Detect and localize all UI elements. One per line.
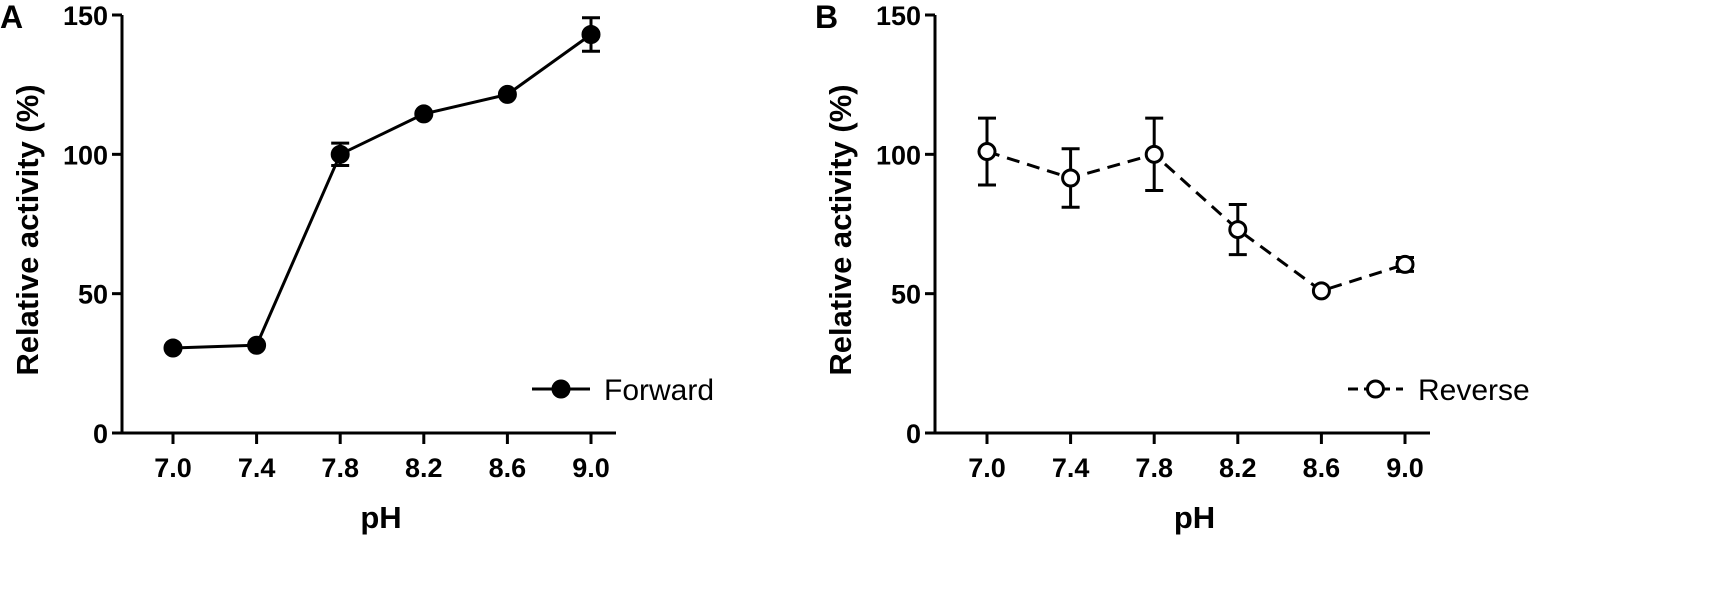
data-point (330, 144, 350, 164)
x-tick-label: 7.0 (968, 453, 1006, 483)
data-point (1144, 144, 1164, 164)
x-axis-title: pH (360, 500, 401, 535)
data-point (247, 335, 267, 355)
data-point (414, 104, 434, 124)
panel-letter: B (815, 0, 838, 35)
data-point (581, 25, 601, 45)
y-axis-title: Relative activity (%) (10, 84, 45, 375)
series-line (172, 33, 592, 350)
x-tick-label: 7.0 (154, 453, 192, 483)
data-point (977, 142, 997, 162)
data-point (497, 84, 517, 104)
y-axis-title: Relative activity (%) (823, 84, 858, 375)
legend-marker (551, 379, 571, 399)
legend-label: Forward (604, 374, 714, 407)
series-line (986, 150, 1406, 293)
x-tick-label: 7.8 (1135, 453, 1173, 483)
y-tick-label: 50 (891, 280, 921, 310)
y-tick-label: 0 (93, 419, 108, 449)
y-tick-label: 150 (63, 1, 108, 31)
x-tick-label: 7.8 (321, 453, 359, 483)
data-point (1395, 254, 1415, 274)
x-axis-title: pH (1174, 500, 1215, 535)
x-tick-label: 7.4 (238, 453, 276, 483)
panel-b: 0 50 100 150 7.0 7.4 7.8 8.2 8.6 9.0 pH Relative ac… (815, 0, 1530, 535)
y-tick-label: 150 (876, 1, 921, 31)
panel-a: 0 50 100 150 7.0 7.4 7.8 8.2 8.6 9.0 pH Relative ac… (0, 0, 714, 535)
panel-letter: A (0, 0, 23, 35)
legend-marker (1366, 379, 1385, 399)
legend-label: Reverse (1418, 374, 1530, 407)
x-tick-label: 8.6 (1303, 453, 1341, 483)
x-tick-label: 8.6 (489, 453, 527, 483)
data-point (1311, 281, 1331, 301)
y-tick-label: 100 (63, 140, 108, 170)
x-tick-label: 8.2 (1219, 453, 1257, 483)
data-point (1228, 220, 1248, 240)
data-point (1061, 168, 1081, 188)
x-tick-label: 8.2 (405, 453, 443, 483)
y-tick-label: 50 (78, 280, 108, 310)
x-tick-label: 9.0 (1386, 453, 1424, 483)
x-tick-label: 9.0 (572, 453, 610, 483)
data-point (163, 338, 183, 358)
x-tick-label: 7.4 (1052, 453, 1090, 483)
y-tick-label: 100 (876, 140, 921, 170)
y-tick-label: 0 (906, 419, 921, 449)
